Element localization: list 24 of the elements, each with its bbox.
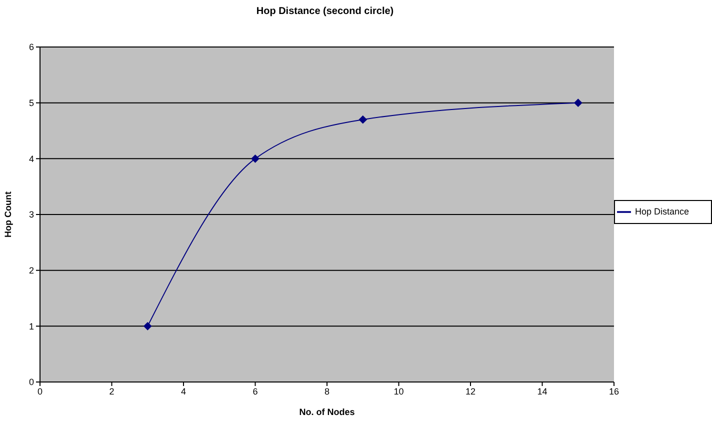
x-tick-label: 8 (324, 386, 330, 396)
y-tick-label: 5 (28, 98, 34, 108)
y-tick-label: 4 (28, 154, 34, 164)
x-tick-label: 0 (37, 386, 43, 396)
x-tick-label: 4 (180, 386, 186, 396)
point (358, 116, 367, 124)
x-tick-label: 2 (109, 386, 114, 396)
x-tick-label: 16 (608, 386, 620, 396)
point (574, 98, 582, 107)
x-tick-label: 6 (252, 386, 258, 396)
point (251, 154, 260, 163)
x-axis-title: No. of Nodes (299, 407, 355, 417)
x-tick-label: 14 (537, 386, 548, 396)
y-tick-label: 1 (28, 321, 34, 332)
y-axis-title: Hop Count (3, 192, 14, 238)
x-tick-label: 12 (465, 386, 476, 396)
x-tick-label: 10 (394, 386, 404, 396)
y-tick-label: 2 (28, 266, 34, 276)
chart-title: Hop Distance (second circle) (255, 6, 395, 17)
legend-label: Hop Distance (635, 206, 690, 216)
point (144, 322, 152, 330)
y-tick-label: 0 (28, 377, 34, 388)
y-tick-label: 3 (28, 210, 34, 220)
y-tick-label: 6 (28, 42, 34, 52)
